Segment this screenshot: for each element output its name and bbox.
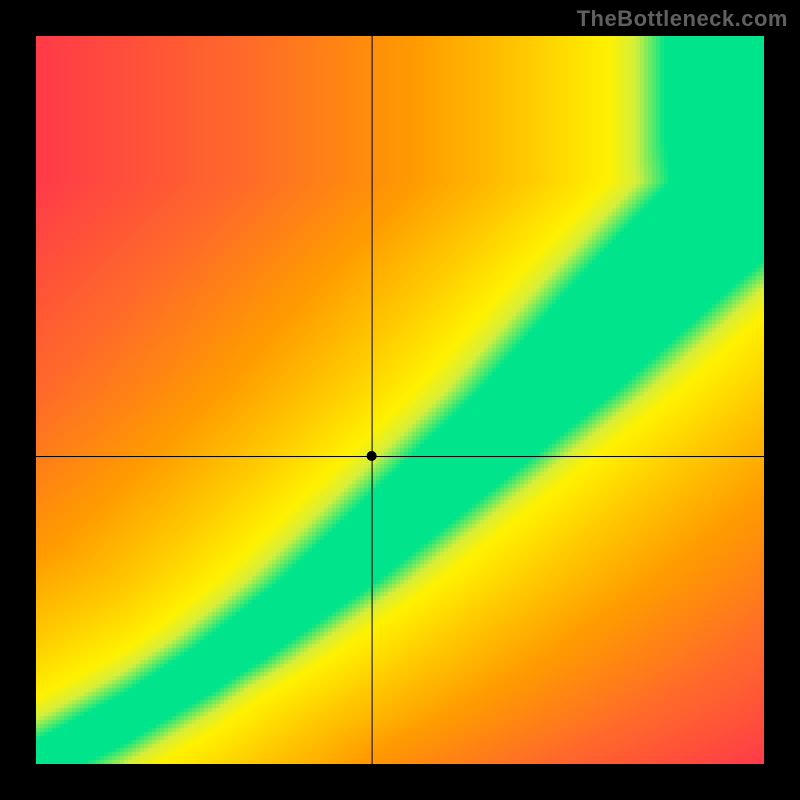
chart-container: TheBottleneck.com [0, 0, 800, 800]
attribution-label: TheBottleneck.com [577, 6, 788, 32]
bottleneck-heatmap [0, 0, 800, 800]
